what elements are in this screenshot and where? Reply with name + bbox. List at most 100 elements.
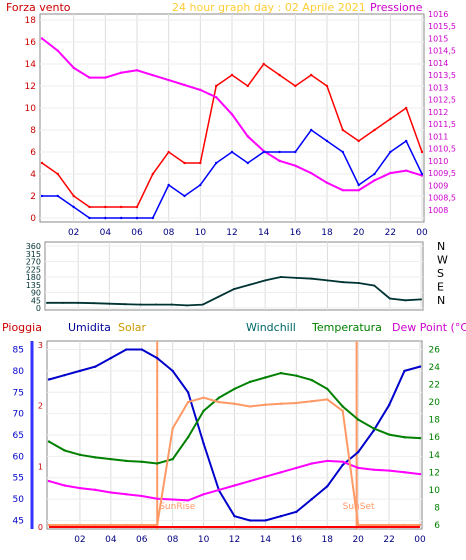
rain-tick-label: 2 xyxy=(38,402,43,411)
data-point xyxy=(156,356,159,360)
data-point xyxy=(279,514,283,518)
data-point xyxy=(186,499,190,502)
humidity-tick-label: 85 xyxy=(13,346,24,356)
data-point xyxy=(47,378,51,381)
data-point xyxy=(119,71,123,74)
humidity-tick-label: 75 xyxy=(13,388,24,398)
right-tick-label: 1008 xyxy=(428,206,448,215)
y-tick-label: 180 xyxy=(26,273,41,282)
data-point xyxy=(403,523,406,527)
data-point xyxy=(403,435,406,439)
data-point xyxy=(104,205,107,209)
data-point xyxy=(418,436,422,440)
data-point xyxy=(264,279,267,282)
left-tick-label: 14 xyxy=(25,60,37,70)
data-point xyxy=(78,486,82,490)
temperature-tick-label: 18 xyxy=(429,416,441,426)
data-point xyxy=(151,216,155,220)
x-tick-label: 20 xyxy=(352,535,364,545)
temperature-tick-label: 24 xyxy=(429,363,441,373)
data-point xyxy=(262,62,265,66)
data-point xyxy=(171,427,174,430)
sunrise-label: SunRise xyxy=(159,502,196,512)
data-point xyxy=(356,523,360,527)
data-point xyxy=(109,491,113,494)
data-point xyxy=(47,440,51,443)
data-point xyxy=(310,277,313,280)
solar-label: Solar xyxy=(118,321,147,334)
data-point xyxy=(389,171,392,175)
left-tick-label: 18 xyxy=(25,16,37,26)
data-point xyxy=(47,523,51,527)
data-point xyxy=(341,405,344,408)
x-tick-label: 12 xyxy=(229,535,240,545)
data-point xyxy=(56,172,60,176)
data-point xyxy=(72,205,75,209)
temperature-humidity-axes: 02 04 06 08 10 12 14 16 18 20 22 004550556065707580… xyxy=(13,341,441,545)
data-point xyxy=(248,380,252,384)
humidity-tick-label: 45 xyxy=(13,516,24,526)
data-point xyxy=(230,113,234,116)
data-point xyxy=(310,399,313,403)
data-point xyxy=(295,466,298,470)
wind-pressure-grid xyxy=(40,14,424,222)
data-point xyxy=(309,171,313,175)
data-point xyxy=(264,403,267,406)
compass-label: E xyxy=(437,281,444,294)
data-point xyxy=(264,519,267,522)
data-point xyxy=(156,523,159,527)
data-point xyxy=(119,205,123,209)
data-point xyxy=(140,460,143,463)
data-point xyxy=(202,442,205,445)
x-tick-label: 22 xyxy=(385,228,396,238)
data-point xyxy=(325,84,329,88)
data-point xyxy=(202,409,205,413)
dewpoint-label: Dew Point (°C) xyxy=(392,321,466,334)
compass-label: W xyxy=(437,254,448,267)
data-point xyxy=(372,523,375,527)
data-point xyxy=(278,159,281,163)
data-point xyxy=(279,371,283,375)
data-point xyxy=(155,303,158,306)
data-point xyxy=(94,456,97,459)
data-point xyxy=(104,216,107,220)
data-point xyxy=(78,453,82,456)
data-point xyxy=(63,484,66,487)
data-point xyxy=(63,449,66,452)
humidity-tick-label: 55 xyxy=(13,474,24,484)
data-point xyxy=(373,172,376,176)
data-point xyxy=(341,188,345,192)
data-point xyxy=(387,433,391,436)
left-tick-label: 4 xyxy=(30,170,36,180)
x-tick-label: 04 xyxy=(100,228,112,238)
data-point xyxy=(279,276,282,278)
data-point xyxy=(387,469,391,472)
data-point xyxy=(94,365,97,368)
data-point xyxy=(109,457,113,461)
data-point xyxy=(341,409,344,413)
data-point xyxy=(325,139,329,143)
y-tick-label: 225 xyxy=(26,265,41,274)
data-point xyxy=(310,497,313,501)
data-point xyxy=(262,150,265,154)
data-point xyxy=(135,216,139,220)
x-tick-label: 02 xyxy=(68,228,79,238)
data-point xyxy=(170,303,173,306)
data-point xyxy=(230,150,234,154)
data-point xyxy=(108,302,111,305)
wind-direction-lines xyxy=(46,276,422,307)
x-tick-label: 12 xyxy=(226,228,237,238)
data-point xyxy=(167,183,170,187)
data-point xyxy=(326,398,329,401)
rain-tick-label: 1 xyxy=(38,462,43,471)
temperature-humidity-panel: 02 04 06 08 10 12 14 16 18 20 22 004550556065707580… xyxy=(2,321,466,545)
data-point xyxy=(104,76,107,79)
data-point xyxy=(295,510,298,514)
data-point xyxy=(388,297,391,300)
data-point xyxy=(248,519,252,522)
right-tick-label: 1016 xyxy=(428,10,448,19)
data-point xyxy=(310,462,313,465)
humidity-tick-label: 70 xyxy=(13,410,25,420)
x-tick-label: 14 xyxy=(258,228,270,238)
data-point xyxy=(418,523,422,527)
